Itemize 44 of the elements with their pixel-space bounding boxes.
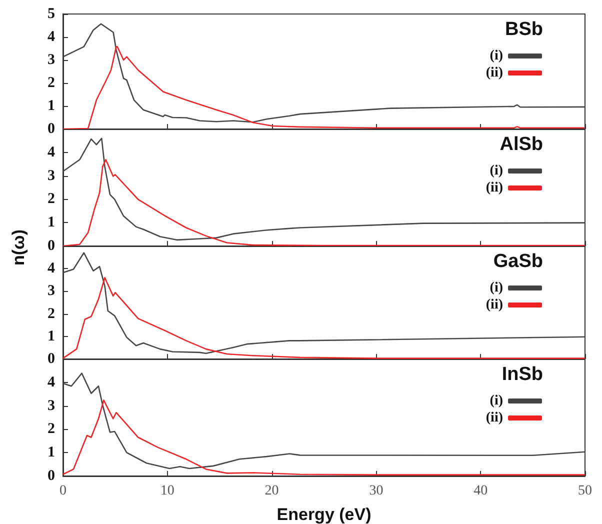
y-tick-label: 1	[48, 214, 55, 231]
y-tick-label: 1	[48, 444, 55, 461]
y-tick-label: 4	[48, 29, 56, 45]
y-tick-label: 2	[48, 75, 55, 91]
legend-label: (ii)	[486, 410, 504, 426]
line-series	[62, 23, 586, 123]
x-tick-label: 0	[60, 484, 66, 498]
y-tick-label: 3	[48, 168, 55, 184]
legend-title: InSb	[502, 364, 544, 385]
y-tick-label: 2	[48, 191, 55, 208]
y-tick-label: 4	[48, 144, 56, 160]
legend-label: (ii)	[486, 66, 504, 80]
y-tick-label: 4	[48, 374, 56, 390]
line-series	[62, 138, 586, 241]
x-axis-title: Energy (eV)	[276, 505, 372, 524]
x-tick-label: 20	[264, 484, 279, 498]
y-tick-label: 3	[48, 283, 55, 300]
y-tick-label: 0	[48, 238, 55, 254]
x-tick-label: 40	[474, 484, 488, 498]
legend-title: GaSb	[493, 251, 543, 272]
legend-label: (ii)	[486, 298, 504, 312]
y-tick-label: 0	[48, 351, 55, 367]
legend-label: (i)	[490, 48, 504, 64]
y-tick-label: 1	[48, 328, 55, 344]
legend-label: (i)	[490, 280, 504, 296]
x-tick-label: 50	[578, 484, 592, 498]
y-tick-label: 5	[48, 6, 55, 22]
legend-label: (i)	[490, 164, 504, 178]
y-tick-label: 2	[48, 306, 55, 322]
legend-title: BSb	[505, 19, 543, 40]
y-axis-title: n(ω)	[9, 229, 28, 266]
y-tick-label: 2	[48, 421, 55, 438]
legend-title: AlSb	[500, 134, 543, 155]
legend-label: (i)	[490, 394, 504, 408]
y-tick-label: 3	[48, 52, 55, 68]
line-series	[62, 252, 586, 354]
legend-label: (ii)	[486, 180, 504, 196]
y-tick-label: 0	[48, 121, 55, 137]
x-tick-label: 10	[160, 484, 174, 498]
x-tick-label: 30	[369, 484, 384, 498]
y-tick-label: 4	[48, 260, 56, 277]
y-tick-label: 1	[48, 98, 55, 114]
y-tick-label: 3	[48, 398, 55, 414]
y-tick-label: 0	[48, 468, 55, 484]
